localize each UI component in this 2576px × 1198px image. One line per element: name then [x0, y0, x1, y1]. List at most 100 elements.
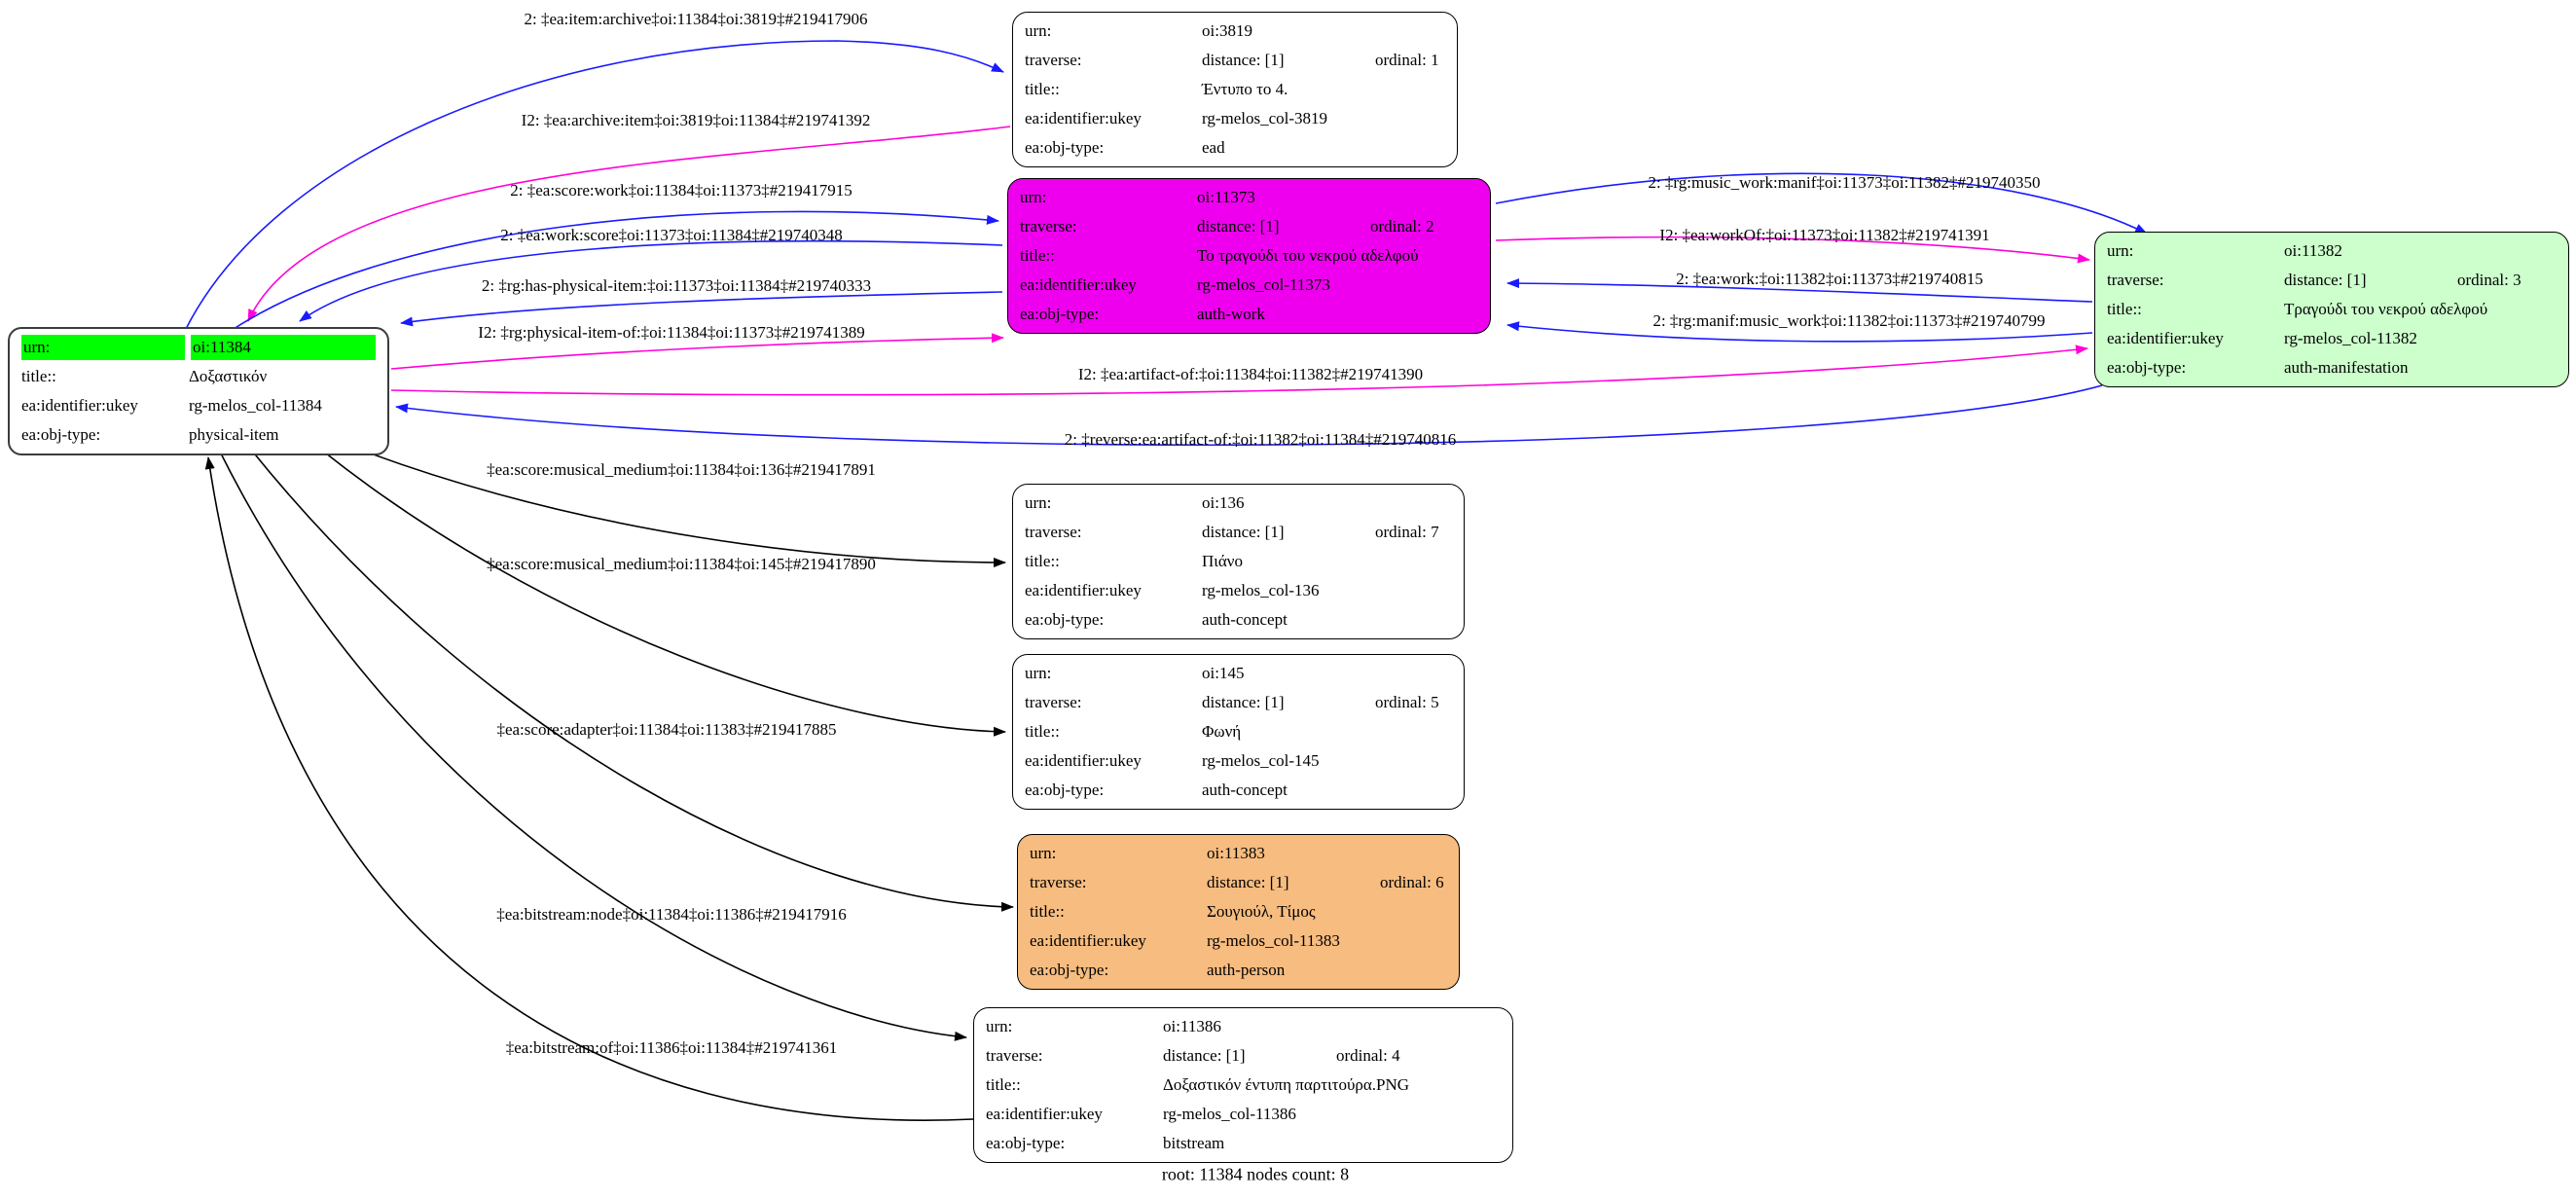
- field-row: traverse: distance: [1] ordinal: 3: [2107, 266, 2557, 295]
- field-label: ea:identifier:ukey: [2107, 329, 2224, 347]
- edge-label: ‡ea:bitstream:node‡oi:11384‡oi:11386‡#21…: [496, 905, 847, 924]
- edge-ea-archive-item: [247, 126, 1011, 322]
- field-row: ea:obj-type: physical-item: [21, 420, 376, 450]
- edge-ea-artifact-of: [390, 345, 2088, 396]
- field-value: oi:3819: [1202, 21, 1252, 40]
- field-row: title:: Δοξαστικόν έντυπη παρτιτούρα.PNG: [986, 1071, 1501, 1100]
- field-row: urn: oi:11383: [1030, 839, 1447, 868]
- edge-ea-work: [1506, 278, 2093, 303]
- field-label: traverse:: [986, 1046, 1043, 1065]
- node-oi-11383[interactable]: urn: oi:11383 traverse: distance: [1] ord…: [1017, 834, 1460, 990]
- edge-label: 2: ‡ea:work:score‡oi:11373‡oi:11384‡#219…: [500, 226, 843, 244]
- field-row: ea:obj-type: auth-person: [1030, 956, 1447, 985]
- field-row: ea:identifier:ukey rg-melos_col-136: [1025, 576, 1452, 605]
- node-oi-11384[interactable]: urn: oi:11384 title:: Δοξαστικόν ea:iden…: [8, 327, 389, 455]
- edge-label: 2: ‡ea:score:work‡oi:11384‡oi:11373‡#219…: [510, 181, 853, 200]
- field-label: traverse:: [1025, 693, 1082, 711]
- edge-ea-score-adapter: [250, 449, 1014, 912]
- edge-label: 2: ‡ea:item:archive‡oi:11384‡oi:3819‡#21…: [524, 10, 868, 28]
- field-label: urn:: [21, 335, 185, 360]
- edge-label: 2: ‡ea:work:‡oi:11382‡oi:11373‡#21974081…: [1676, 270, 1983, 288]
- field-value: rg-melos_col-11373: [1197, 275, 1330, 294]
- field-value: Δοξαστικόν: [189, 367, 268, 385]
- edge-rg-music-work-manif: [1495, 172, 2148, 235]
- field-row: ea:obj-type: auth-manifestation: [2107, 353, 2557, 382]
- field-row: title:: Φωνή: [1025, 717, 1452, 746]
- field-value: Το τραγούδι του νεκρού αδελφού: [1197, 246, 1419, 265]
- field-value: rg-melos_col-11384: [189, 396, 322, 415]
- field-value: oi:11383: [1207, 844, 1265, 862]
- field-label: title::: [1020, 246, 1055, 265]
- edge-ea-bitstream-node: [218, 449, 967, 1041]
- field-row: ea:obj-type: ead: [1025, 133, 1445, 163]
- node-oi-11386[interactable]: urn: oi:11386 traverse: distance: [1] ord…: [973, 1007, 1513, 1163]
- field-value: rg-melos_col-3819: [1202, 109, 1328, 127]
- field-row: title:: Τραγούδι του νεκρού αδελφού: [2107, 295, 2557, 324]
- field-value: Έντυπο το 4.: [1202, 80, 1288, 98]
- field-value: oi:145: [1202, 664, 1245, 682]
- field-row: ea:obj-type: auth-work: [1020, 300, 1478, 329]
- field-value: ead: [1202, 138, 1225, 157]
- edge-label: ‡ea:score:musical_medium‡oi:11384‡oi:145…: [487, 555, 876, 573]
- field-value: Φωνή: [1202, 722, 1242, 741]
- field-label: ea:obj-type:: [2107, 358, 2187, 377]
- edge-rg-manif-music-work: [1506, 321, 2093, 343]
- field-value: distance: [1] ordinal: 7: [1202, 523, 1439, 541]
- field-label: title::: [1025, 552, 1060, 570]
- field-label: title::: [21, 367, 56, 385]
- field-row: urn: oi:136: [1025, 489, 1452, 518]
- node-oi-11382[interactable]: urn: oi:11382 traverse: distance: [1] ord…: [2094, 232, 2569, 387]
- field-row: title:: Έντυπο το 4.: [1025, 75, 1445, 104]
- node-oi-11373[interactable]: urn: oi:11373 traverse: distance: [1] ord…: [1007, 178, 1491, 334]
- field-value: auth-concept: [1202, 781, 1288, 799]
- field-label: ea:identifier:ukey: [986, 1105, 1103, 1123]
- node-oi-3819[interactable]: urn: oi:3819 traverse: distance: [1] ordi…: [1012, 12, 1458, 167]
- field-label: traverse:: [1030, 873, 1087, 891]
- field-label: ea:obj-type:: [986, 1134, 1066, 1152]
- field-value: Δοξαστικόν έντυπη παρτιτούρα.PNG: [1163, 1075, 1410, 1094]
- field-row: urn: oi:145: [1025, 659, 1452, 688]
- field-row: traverse: distance: [1] ordinal: 7: [1025, 518, 1452, 547]
- field-value: distance: [1] ordinal: 5: [1202, 693, 1439, 711]
- field-label: title::: [986, 1075, 1021, 1094]
- field-label: urn:: [1020, 188, 1047, 206]
- field-label: traverse:: [1025, 51, 1082, 69]
- field-label: ea:obj-type:: [21, 425, 101, 444]
- field-row: urn: oi:11382: [2107, 236, 2557, 266]
- field-row: ea:identifier:ukey rg-melos_col-3819: [1025, 104, 1445, 133]
- field-label: ea:identifier:ukey: [21, 396, 138, 415]
- field-value: oi:11373: [1197, 188, 1255, 206]
- field-row: traverse: distance: [1] ordinal: 1: [1025, 46, 1445, 75]
- field-value: distance: [1] ordinal: 3: [2284, 271, 2522, 289]
- edge-label: ‡ea:score:adapter‡oi:11384‡oi:11383‡#219…: [496, 720, 837, 739]
- edge-ea-score-work: [233, 210, 999, 330]
- field-row: title:: Το τραγούδι του νεκρού αδελφού: [1020, 241, 1478, 271]
- field-label: title::: [1025, 80, 1060, 98]
- field-label: urn:: [1030, 844, 1057, 862]
- field-label: urn:: [1025, 664, 1052, 682]
- node-oi-145[interactable]: urn: oi:145 traverse: distance: [1] ordin…: [1012, 654, 1465, 810]
- edge-rg-physical-item-of: [390, 333, 1004, 370]
- edge-label: 2: ‡reverse:ea:artifact-of:‡oi:11382‡oi:…: [1064, 430, 1457, 449]
- field-row: ea:identifier:ukey rg-melos_col-11383: [1030, 926, 1447, 956]
- edge-rg-has-physical-item: [400, 291, 1003, 327]
- field-value: distance: [1] ordinal: 2: [1197, 217, 1434, 236]
- field-row: traverse: distance: [1] ordinal: 4: [986, 1041, 1501, 1071]
- node-oi-136[interactable]: urn: oi:136 traverse: distance: [1] ordin…: [1012, 484, 1465, 639]
- field-label: ea:obj-type:: [1020, 305, 1100, 323]
- field-label: ea:identifier:ukey: [1030, 931, 1146, 950]
- field-value: rg-melos_col-11383: [1207, 931, 1340, 950]
- field-label: title::: [2107, 300, 2142, 318]
- field-value: distance: [1] ordinal: 6: [1207, 873, 1444, 891]
- field-row: ea:identifier:ukey rg-melos_col-145: [1025, 746, 1452, 776]
- edge-label: 2: ‡rg:has-physical-item:‡oi:11373‡oi:11…: [481, 276, 872, 295]
- field-row: urn: oi:11386: [986, 1012, 1501, 1041]
- field-label: title::: [1030, 902, 1065, 921]
- field-value: distance: [1] ordinal: 4: [1163, 1046, 1400, 1065]
- edge-reverse-ea-artifact-of: [395, 384, 2103, 447]
- field-value: oi:136: [1202, 493, 1245, 512]
- field-label: traverse:: [1025, 523, 1082, 541]
- field-row: title:: Σουγιούλ, Τίμος: [1030, 897, 1447, 926]
- edge-label: I2: ‡rg:physical-item-of:‡oi:11384‡oi:11…: [478, 323, 865, 342]
